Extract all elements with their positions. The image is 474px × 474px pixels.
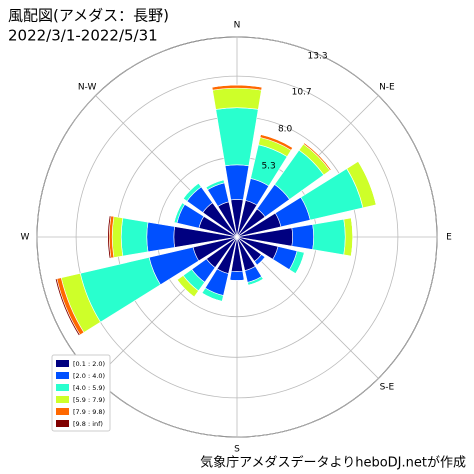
chart-subtitle: 2022/3/1-2022/5/31	[8, 27, 158, 45]
wedge	[54, 278, 81, 337]
wedge	[291, 224, 314, 250]
wedge	[350, 217, 354, 257]
legend-swatch	[56, 384, 69, 391]
wedge	[120, 217, 149, 257]
legend-label: [0.1 : 2.0)	[73, 360, 105, 368]
direction-label: S	[234, 445, 240, 455]
direction-label: S-E	[380, 382, 395, 392]
r-tick-label: 8.0	[278, 124, 293, 134]
credit: 気象庁アメダスデータよりheboDJ.netが作成	[200, 455, 466, 471]
wedge	[107, 215, 112, 259]
r-tick-label: 10.7	[292, 87, 312, 97]
legend-label: [4.0 : 5.9)	[73, 384, 105, 392]
wedge	[312, 218, 346, 256]
legend-label: [2.0 : 4.0)	[73, 372, 105, 380]
direction-label: E	[446, 233, 452, 243]
wedge	[343, 217, 354, 257]
r-tick-label: 13.3	[308, 52, 328, 62]
direction-label: N-E	[379, 83, 395, 93]
legend-swatch	[56, 420, 69, 427]
wedge	[111, 216, 124, 258]
legend-swatch	[56, 396, 69, 403]
wedge	[176, 279, 195, 298]
r-tick-label: 5.3	[261, 162, 275, 172]
chart-title: 風配図(アメダス：長野)	[8, 7, 169, 25]
wedge	[304, 142, 332, 170]
legend-label: [5.9 : 7.9)	[73, 396, 105, 404]
legend-label: [9.8 : inf)	[73, 420, 103, 428]
direction-label: W	[21, 233, 30, 243]
legend-swatch	[56, 372, 69, 379]
direction-label: N-W	[78, 83, 97, 93]
wedge	[201, 292, 223, 302]
wedge	[212, 87, 262, 110]
direction-label: N	[234, 21, 241, 31]
legend-label: [7.9 : 9.8)	[73, 408, 105, 416]
wedge	[146, 221, 176, 253]
legend-swatch	[56, 408, 69, 415]
wedge	[215, 107, 259, 167]
wedge	[260, 134, 293, 148]
wedge	[224, 164, 250, 201]
legend-swatch	[56, 360, 69, 367]
wedge	[229, 270, 245, 281]
